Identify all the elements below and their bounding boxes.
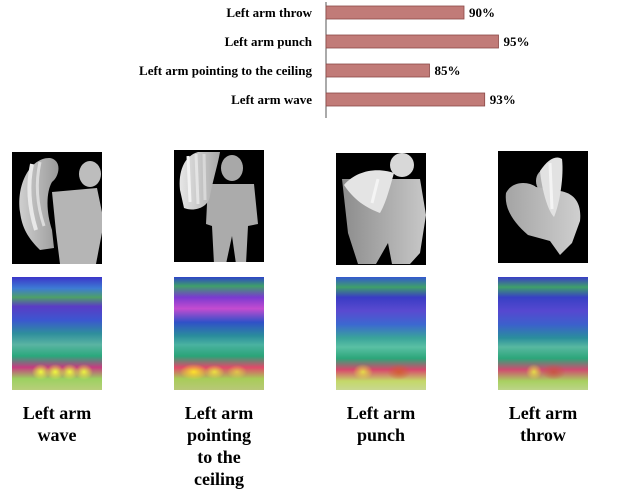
feature-map-wave [12, 277, 102, 390]
feature-map-throw [498, 277, 588, 390]
depth-image-throw [498, 151, 588, 263]
category-label: Left arm wave [231, 92, 312, 107]
bar [325, 63, 430, 78]
depth-image-punch [336, 153, 426, 265]
value-label: 93% [490, 92, 516, 107]
feature-map-punch [336, 277, 426, 390]
category-label: Left arm throw [226, 5, 312, 20]
caption-pointing: Left arm pointing to the ceiling [184, 403, 254, 489]
category-label: Left arm punch [225, 34, 313, 49]
depth-image-wave [12, 152, 102, 264]
value-label: 85% [435, 63, 461, 78]
value-label: 95% [504, 34, 530, 49]
caption-punch: Left arm punch [346, 403, 416, 445]
feature-map-pointing [174, 277, 264, 390]
caption-throw: Left arm throw [508, 403, 578, 445]
caption-wave: Left arm wave [22, 403, 92, 445]
value-label: 90% [469, 5, 495, 20]
category-label: Left arm pointing to the ceiling [139, 63, 312, 78]
accuracy-bar-chart: Left arm throw 90% Left arm punch 95% Left a… [139, 2, 530, 118]
bar [325, 5, 465, 20]
bar [325, 92, 486, 107]
bar [325, 34, 499, 49]
depth-image-pointing [174, 150, 264, 262]
